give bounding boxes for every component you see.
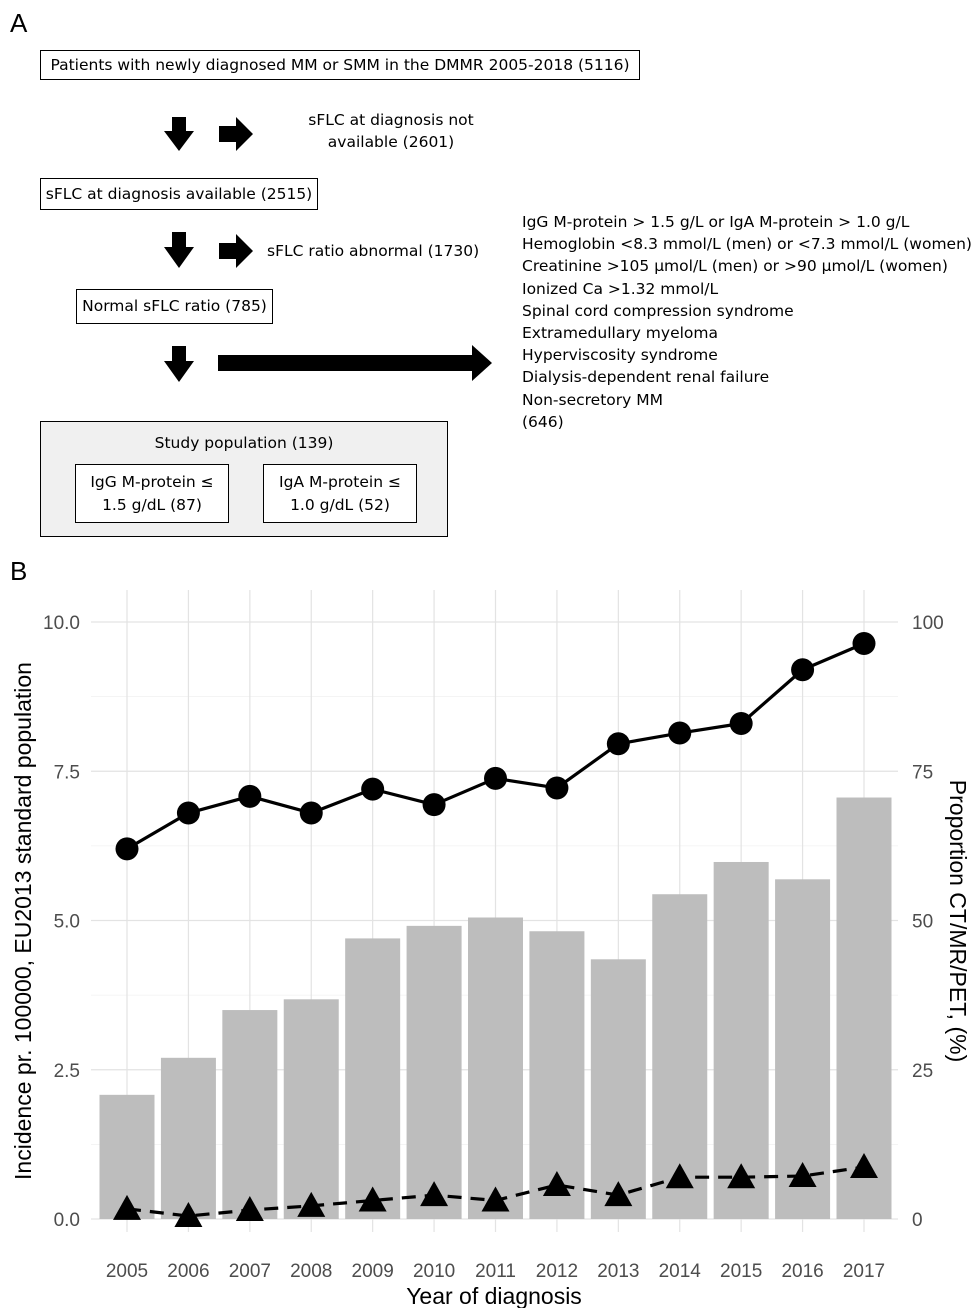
y-right-tick-label: 25 [912,1061,933,1082]
flowchart-arrows [164,117,492,382]
x-tick-label: 2012 [536,1261,578,1282]
y-tick-label: 7.5 [54,762,80,783]
x-tick-label: 2005 [106,1261,148,1282]
point-proportion-2015 [729,711,753,735]
y-tick-label: 5.0 [54,912,80,933]
exclusion-criterion: Creatinine >105 µmol/L (men) or >90 µmol… [522,257,948,276]
bar-incidence-2008 [283,999,339,1219]
triangle-incidence-2015 [727,1163,756,1189]
triangle-incidence-2017 [850,1153,878,1179]
y-right-tick-label: 75 [912,762,933,783]
triangle-incidence-2011 [481,1186,510,1212]
study-population-title: Study population (139) [154,434,334,452]
point-proportion-2011 [484,766,507,790]
triangle-incidence-2006 [174,1202,203,1228]
down-arrow-icon [164,346,194,382]
exclusion-criteria-list: IgG M-protein > 1.5 g/L or IgA M-protein… [522,211,972,433]
x-tick-label: 2014 [659,1261,702,1282]
bar-incidence-2007 [222,1010,278,1219]
box-total-patients: Patients with newly diagnosed MM or SMM … [40,50,640,80]
exclusion-criterion: Non-secretory MM [522,390,663,409]
exclusion-criterion: Spinal cord compression syndrome [522,301,794,320]
panel-a-letter: A [10,8,28,38]
excluded-sflc-not-available: sFLC at diagnosis not available (2601) [296,109,486,154]
y-tick-label: 0.0 [54,1210,80,1231]
box-normal-sflc-ratio: Normal sFLC ratio (785) [76,289,273,324]
down-arrow-icon [164,117,194,151]
bar-incidence-2017 [836,797,892,1219]
panel-b-letter: B [10,556,28,586]
down-arrow-icon [164,232,194,268]
triangle-incidence-2009 [358,1186,387,1212]
exclusion-criterion: Hyperviscosity syndrome [522,346,718,365]
exclusion-criterion: Dialysis-dependent renal failure [522,368,770,387]
iga-line2: 1.0 g/dL (52) [290,495,390,514]
point-proportion-2016 [791,658,815,682]
x-tick-label: 2007 [229,1261,271,1282]
triangle-incidence-2010 [420,1181,449,1207]
bar-incidence-2009 [345,938,401,1219]
box-sflc-available: sFLC at diagnosis available (2515) [40,178,318,210]
box-iga-subgroup: IgA M-protein ≤ 1.0 g/dL (52) [263,464,417,523]
point-proportion-2008 [299,801,323,825]
y-right-tick-label: 50 [912,912,933,933]
x-tick-label: 2010 [413,1261,455,1282]
exclusion-criterion: Hemoglobin <8.3 mmol/L (men) or <7.3 mmo… [522,235,972,254]
x-tick-label: 2009 [352,1261,394,1282]
bar-incidence-2010 [406,925,462,1219]
x-tick-label: 2013 [597,1261,639,1282]
point-proportion-2017 [852,631,876,655]
point-proportion-2012 [545,776,569,800]
bar-incidence-2015 [713,861,769,1219]
point-proportion-2009 [361,777,385,801]
x-tick-label: 2011 [475,1261,516,1282]
y-right-tick-label: 0 [912,1210,923,1231]
exclusion-criterion: (646) [522,412,564,431]
triangle-incidence-2005 [113,1194,141,1220]
x-tick-label: 2015 [720,1261,762,1282]
long-right-arrow-icon [218,345,492,381]
y-right-tick-label: 100 [912,613,944,634]
y-axis-title: Incidence pr. 100000, EU2013 standard po… [10,662,36,1180]
x-tick-label: 2006 [167,1261,209,1282]
exclusion-criterion: IgG M-protein > 1.5 g/L or IgA M-protein… [522,213,910,231]
exclusion-criterion: Extramedullary myeloma [522,324,718,343]
point-proportion-2010 [422,793,446,817]
bar-incidence-2011 [468,917,523,1219]
x-tick-label: 2008 [290,1261,332,1282]
bar-incidence-2006 [160,1057,216,1219]
x-tick-label: 2016 [781,1261,823,1282]
x-tick-label: 2017 [843,1261,885,1282]
point-proportion-2007 [238,784,262,808]
triangle-incidence-2013 [604,1181,633,1207]
triangle-incidence-2014 [665,1163,694,1189]
excluded-1-line2: available (2601) [327,133,455,152]
igg-line2: 1.5 g/dL (87) [102,495,202,514]
point-proportion-2006 [176,801,200,825]
box-igg-subgroup: IgG M-protein ≤ 1.5 g/dL (87) [75,464,229,523]
right-arrow-icon [219,117,253,151]
triangle-incidence-2008 [297,1191,326,1217]
excluded-sflc-ratio-abnormal: sFLC ratio abnormal (1730) [267,242,480,260]
right-arrow-icon [219,234,253,268]
point-proportion-2005 [115,837,139,861]
triangle-incidence-2007 [235,1196,264,1222]
triangle-incidence-2012 [542,1170,571,1196]
y-right-axis-title: Proportion CT/MR/PET, (%) [945,780,971,1062]
triangle-incidence-2016 [788,1162,817,1188]
y-tick-label: 10.0 [43,613,80,634]
point-proportion-2013 [606,732,630,756]
iga-line1: IgA M-protein ≤ [279,473,401,492]
x-axis-title: Year of diagnosis [406,1283,582,1308]
bar-incidence-2013 [590,959,646,1219]
igg-line1: IgG M-protein ≤ [90,473,214,492]
excluded-1-line1: sFLC at diagnosis not [308,111,474,129]
point-proportion-2014 [668,721,692,745]
y-tick-label: 2.5 [54,1061,80,1082]
exclusion-criterion: Ionized Ca >1.32 mmol/L [522,279,719,298]
